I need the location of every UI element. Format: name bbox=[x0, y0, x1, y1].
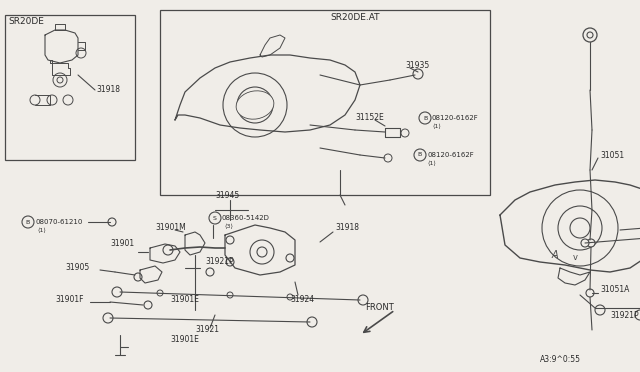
Circle shape bbox=[358, 295, 368, 305]
Text: 08070-61210: 08070-61210 bbox=[35, 219, 83, 225]
Circle shape bbox=[144, 301, 152, 309]
Text: B: B bbox=[418, 153, 422, 157]
Text: 31901E: 31901E bbox=[170, 336, 199, 344]
Text: ⟨1⟩: ⟨1⟩ bbox=[427, 160, 436, 166]
Text: ⟨1⟩: ⟨1⟩ bbox=[37, 227, 46, 232]
Circle shape bbox=[286, 254, 294, 262]
Circle shape bbox=[30, 95, 40, 105]
Text: ⟨1⟩: ⟨1⟩ bbox=[432, 124, 441, 129]
Circle shape bbox=[250, 240, 274, 264]
Text: 31918: 31918 bbox=[335, 224, 359, 232]
Text: A3:9^0:55: A3:9^0:55 bbox=[540, 356, 581, 365]
Circle shape bbox=[287, 294, 293, 300]
Circle shape bbox=[587, 32, 593, 38]
Circle shape bbox=[47, 95, 57, 105]
Circle shape bbox=[223, 73, 287, 137]
Circle shape bbox=[401, 129, 409, 137]
Circle shape bbox=[419, 112, 431, 124]
Circle shape bbox=[103, 313, 113, 323]
Text: 08120-6162F: 08120-6162F bbox=[427, 152, 474, 158]
Text: ⟨3⟩: ⟨3⟩ bbox=[224, 223, 233, 229]
Circle shape bbox=[206, 268, 214, 276]
Text: 31935: 31935 bbox=[405, 61, 429, 70]
Circle shape bbox=[413, 69, 423, 79]
Circle shape bbox=[635, 310, 640, 320]
Text: 31051A: 31051A bbox=[600, 285, 629, 295]
Text: 31945: 31945 bbox=[215, 190, 239, 199]
Circle shape bbox=[57, 77, 63, 83]
Text: 08360-5142D: 08360-5142D bbox=[222, 215, 270, 221]
Text: S: S bbox=[213, 215, 217, 221]
Text: B: B bbox=[423, 115, 427, 121]
Circle shape bbox=[163, 245, 173, 255]
Circle shape bbox=[583, 28, 597, 42]
Circle shape bbox=[587, 239, 595, 247]
Circle shape bbox=[414, 149, 426, 161]
Text: 31901E: 31901E bbox=[170, 295, 199, 305]
Text: 31901: 31901 bbox=[110, 240, 134, 248]
Text: SR20DE.AT: SR20DE.AT bbox=[330, 13, 380, 22]
Text: 31901M: 31901M bbox=[155, 224, 186, 232]
Bar bbox=[160, 10, 490, 195]
Circle shape bbox=[586, 289, 594, 297]
Circle shape bbox=[595, 305, 605, 315]
Circle shape bbox=[581, 239, 589, 247]
Circle shape bbox=[257, 247, 267, 257]
Text: 31921P: 31921P bbox=[205, 257, 234, 266]
Circle shape bbox=[307, 317, 317, 327]
Text: SR20DE: SR20DE bbox=[8, 17, 44, 26]
Circle shape bbox=[226, 236, 234, 244]
Text: FRONT: FRONT bbox=[365, 304, 394, 312]
Text: 08120-6162F: 08120-6162F bbox=[432, 115, 479, 121]
Text: 31905: 31905 bbox=[65, 263, 89, 273]
Bar bbox=[5, 15, 135, 160]
Circle shape bbox=[76, 48, 86, 58]
Text: 31924: 31924 bbox=[290, 295, 314, 305]
Circle shape bbox=[157, 290, 163, 296]
Circle shape bbox=[227, 292, 233, 298]
Text: 31901F: 31901F bbox=[55, 295, 83, 305]
Circle shape bbox=[22, 216, 34, 228]
Circle shape bbox=[209, 212, 221, 224]
Circle shape bbox=[570, 218, 590, 238]
Circle shape bbox=[112, 287, 122, 297]
Text: 31918: 31918 bbox=[96, 86, 120, 94]
Circle shape bbox=[226, 258, 234, 266]
Circle shape bbox=[63, 95, 73, 105]
Circle shape bbox=[237, 87, 273, 123]
Circle shape bbox=[542, 190, 618, 266]
Circle shape bbox=[108, 218, 116, 226]
Circle shape bbox=[53, 73, 67, 87]
Ellipse shape bbox=[236, 91, 274, 119]
Text: 31152E: 31152E bbox=[355, 113, 384, 122]
Text: 31921P: 31921P bbox=[610, 311, 639, 320]
Text: 31051: 31051 bbox=[600, 151, 624, 160]
Text: v: v bbox=[573, 253, 577, 263]
Circle shape bbox=[558, 206, 602, 250]
Text: 31921: 31921 bbox=[195, 326, 219, 334]
Text: B: B bbox=[26, 219, 30, 224]
Circle shape bbox=[134, 273, 142, 281]
Text: A: A bbox=[552, 250, 558, 260]
Circle shape bbox=[384, 154, 392, 162]
